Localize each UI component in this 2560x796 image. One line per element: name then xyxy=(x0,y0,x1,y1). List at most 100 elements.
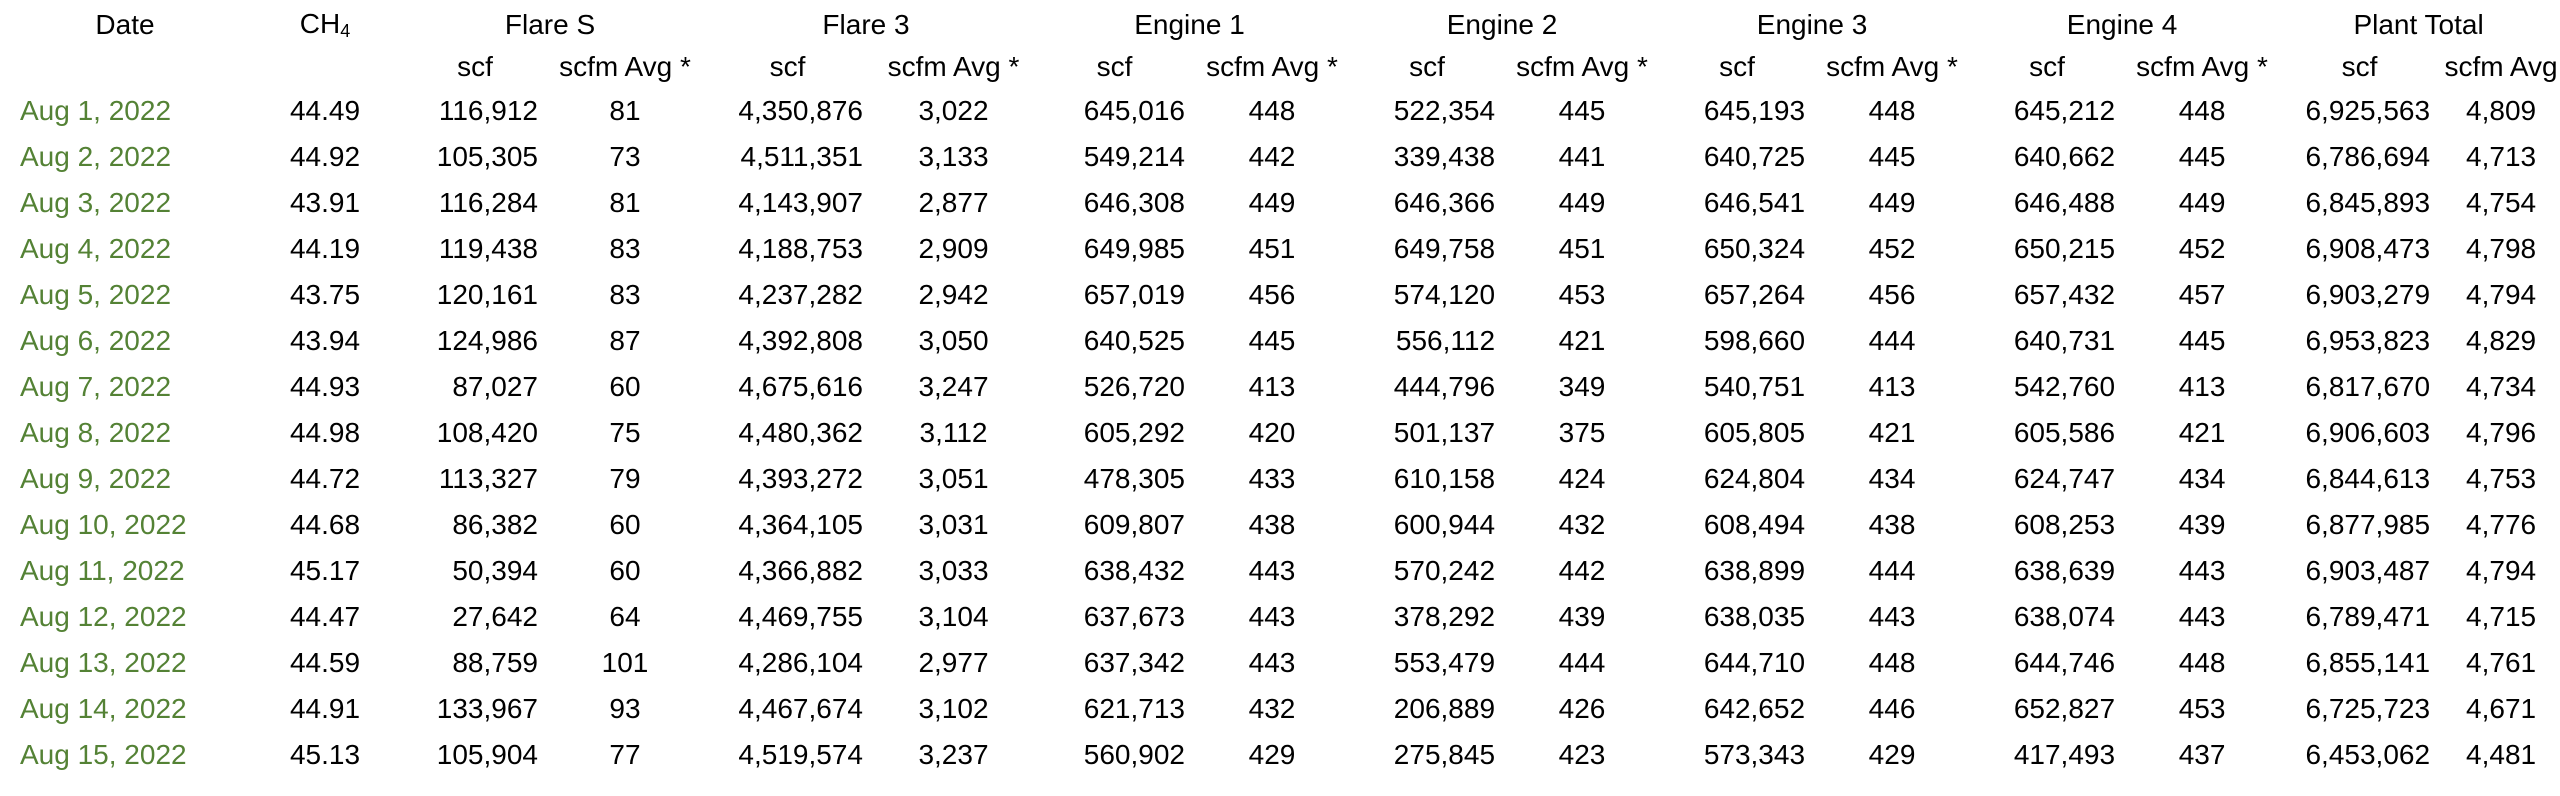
flare-3-scf-cell: 4,511,351 xyxy=(740,141,864,172)
engine-1-scf-cell: 637,673 xyxy=(1083,601,1185,632)
flare-s-scfm-avg-cell: 79 xyxy=(609,463,641,494)
ch4-cell: 43.94 xyxy=(289,325,361,356)
engine-1-scfm-avg-cell: 443 xyxy=(1248,647,1296,678)
date-cell: Aug 11, 2022 xyxy=(20,555,185,586)
engine-1-scf-cell: 638,432 xyxy=(1083,555,1185,586)
engine-1-scf-cell: 645,016 xyxy=(1083,95,1185,126)
engine-3-scf-cell: 638,035 xyxy=(1703,601,1806,632)
unit-header-scfm-avg: scfm Avg * xyxy=(887,51,1020,82)
engine-1-scfm-avg-cell: 451 xyxy=(1248,233,1296,264)
engine-3-scf-cell: 624,804 xyxy=(1703,463,1806,494)
plant-total-scfm-avg-cell: 4,794 xyxy=(2466,555,2537,586)
plant-total-scfm-avg-cell: 4,713 xyxy=(2466,141,2537,172)
table-row: Aug 10, 2022 44.68 86,382 60 4,364,105 3,031 6… xyxy=(0,502,2560,548)
engine-4-scfm-avg-cell: 448 xyxy=(2178,647,2226,678)
date-cell: Aug 13, 2022 xyxy=(20,647,187,678)
flare-3-scfm-avg-cell: 3,104 xyxy=(918,601,989,632)
engine-1-scf-cell: 621,713 xyxy=(1083,693,1185,724)
flare-s-scf-cell: 105,904 xyxy=(436,739,538,770)
engine-3-scf-cell: 608,494 xyxy=(1703,509,1806,540)
unit-header-row: scf scfm Avg * scf scfm Avg * scf scfm A… xyxy=(0,46,2560,88)
engine-4-scf-cell: 652,827 xyxy=(2013,693,2116,724)
unit-header-scf: scf xyxy=(1096,51,1133,82)
flare-3-scfm-avg-cell: 2,942 xyxy=(918,279,989,310)
table-row: Aug 11, 2022 45.17 50,394 60 4,366,882 3,033 6… xyxy=(0,548,2560,594)
engine-1-scf-cell: 646,308 xyxy=(1083,187,1185,218)
engine-1-scfm-avg-cell: 420 xyxy=(1248,417,1296,448)
flare-s-scfm-avg-cell: 81 xyxy=(609,187,641,218)
flare-3-scf-cell: 4,366,882 xyxy=(738,555,863,586)
flare-3-scfm-avg-cell: 3,031 xyxy=(918,509,989,540)
flare-3-scf-cell: 4,143,907 xyxy=(738,187,863,218)
plant-total-scf-cell: 6,903,279 xyxy=(2305,279,2431,310)
engine-2-scfm-avg-cell: 442 xyxy=(1558,555,1606,586)
ch4-header-base: CH xyxy=(299,8,341,39)
ch4-cell: 44.59 xyxy=(289,647,361,678)
plant-total-scf-cell: 6,453,062 xyxy=(2305,739,2431,770)
plant-total-scfm-avg-cell: 4,776 xyxy=(2466,509,2537,540)
plant-total-scf-cell: 6,845,893 xyxy=(2305,187,2431,218)
engine-2-scf-cell: 600,944 xyxy=(1393,509,1496,540)
engine-2-scf-cell: 339,438 xyxy=(1393,141,1496,172)
table-row: Aug 13, 2022 44.59 88,759 101 4,286,104 2,977… xyxy=(0,640,2560,686)
table-row: Aug 3, 2022 43.91 116,284 81 4,143,907 2,877 6… xyxy=(0,180,2560,226)
plant-total-scfm-avg-cell: 4,794 xyxy=(2466,279,2537,310)
engine-1-scf-cell: 637,342 xyxy=(1083,647,1185,678)
engine-4-scf-cell: 640,731 xyxy=(2013,325,2116,356)
engine-2-scf-cell: 501,137 xyxy=(1393,417,1496,448)
engine-3-scfm-avg-cell: 443 xyxy=(1868,601,1916,632)
unit-header-scf: scf xyxy=(1409,51,1445,82)
plant-total-scfm-avg-cell: 4,829 xyxy=(2466,325,2537,356)
engine-3-scfm-avg-cell: 448 xyxy=(1868,95,1916,126)
date-cell: Aug 1, 2022 xyxy=(20,95,172,126)
flare-3-scf-cell: 4,286,104 xyxy=(738,647,863,678)
flare-s-scf-cell: 133,967 xyxy=(436,693,538,724)
engine-3-scfm-avg-cell: 438 xyxy=(1868,509,1916,540)
engine-3-scf-cell: 540,751 xyxy=(1703,371,1806,402)
flare-s-scf-cell: 27,642 xyxy=(452,601,538,632)
engine-2-scfm-avg-cell: 375 xyxy=(1558,417,1606,448)
engine-4-scfm-avg-cell: 443 xyxy=(2178,555,2226,586)
engine-3-scfm-avg-cell: 452 xyxy=(1868,233,1916,264)
engine-3-scfm-avg-cell: 449 xyxy=(1868,187,1916,218)
group-header-plant-total: Plant Total xyxy=(2353,9,2484,40)
engine-1-scfm-avg-cell: 443 xyxy=(1248,601,1296,632)
engine-4-scf-cell: 638,074 xyxy=(2013,601,2116,632)
flare-s-scfm-avg-cell: 81 xyxy=(609,95,641,126)
engine-3-scf-cell: 573,343 xyxy=(1703,739,1806,770)
engine-1-scfm-avg-cell: 438 xyxy=(1248,509,1296,540)
flare-3-scf-cell: 4,392,808 xyxy=(738,325,863,356)
flare-s-scfm-avg-cell: 83 xyxy=(609,233,641,264)
engine-4-scfm-avg-cell: 443 xyxy=(2178,601,2226,632)
plant-total-scf-cell: 6,844,613 xyxy=(2305,463,2431,494)
flare-3-scfm-avg-cell: 2,977 xyxy=(918,647,989,678)
engine-1-scf-cell: 478,305 xyxy=(1083,463,1185,494)
engine-1-scf-cell: 657,019 xyxy=(1083,279,1185,310)
date-cell: Aug 4, 2022 xyxy=(20,233,172,264)
engine-2-scf-cell: 378,292 xyxy=(1393,601,1496,632)
engine-3-scf-cell: 638,899 xyxy=(1703,555,1806,586)
table-row: Aug 2, 2022 44.92 105,305 73 4,511,351 3,133 5… xyxy=(0,134,2560,180)
plant-total-scf-cell: 6,953,823 xyxy=(2305,325,2431,356)
plant-total-scf-cell: 6,925,563 xyxy=(2305,95,2431,126)
unit-header-scfm-avg: scfm Avg * xyxy=(2136,51,2268,82)
engine-3-scf-cell: 642,652 xyxy=(1703,693,1806,724)
engine-3-scfm-avg-cell: 413 xyxy=(1868,371,1916,402)
engine-3-scfm-avg-cell: 434 xyxy=(1868,463,1916,494)
engine-3-scf-cell: 646,541 xyxy=(1703,187,1806,218)
engine-4-scf-cell: 608,253 xyxy=(2013,509,2116,540)
engine-4-scfm-avg-cell: 453 xyxy=(2178,693,2226,724)
date-cell: Aug 6, 2022 xyxy=(20,325,172,356)
engine-3-scfm-avg-cell: 444 xyxy=(1868,555,1916,586)
group-header-flare-s: Flare S xyxy=(504,9,596,40)
plant-total-scf-cell: 6,855,141 xyxy=(2305,647,2431,678)
flare-s-scf-cell: 105,305 xyxy=(436,141,538,172)
engine-1-scf-cell: 609,807 xyxy=(1083,509,1185,540)
date-cell: Aug 12, 2022 xyxy=(20,601,187,632)
flare-s-scf-cell: 116,284 xyxy=(438,187,538,218)
table-row: Aug 9, 2022 44.72 113,327 79 4,393,272 3,051 4… xyxy=(0,456,2560,502)
plant-total-scfm-avg-cell: 4,761 xyxy=(2466,647,2537,678)
table-row: Aug 12, 2022 44.47 27,642 64 4,469,755 3,104 6… xyxy=(0,594,2560,640)
flare-3-scf-cell: 4,350,876 xyxy=(738,95,863,126)
engine-4-scf-cell: 417,493 xyxy=(2013,739,2116,770)
